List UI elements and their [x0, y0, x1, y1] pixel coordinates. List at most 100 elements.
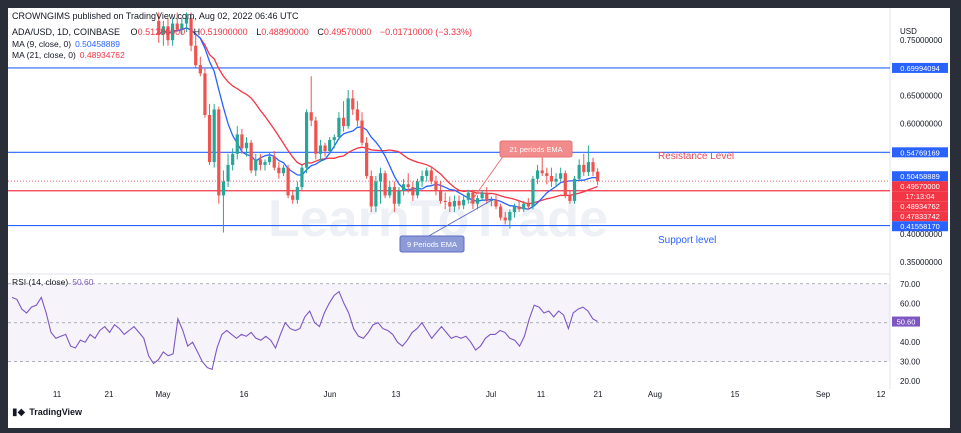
- candle[interactable]: [503, 217, 507, 221]
- candle[interactable]: [545, 173, 549, 176]
- candle[interactable]: [281, 167, 286, 174]
- candle[interactable]: [586, 162, 590, 173]
- candle[interactable]: [540, 170, 544, 174]
- candle[interactable]: [217, 109, 221, 196]
- candle[interactable]: [226, 164, 230, 182]
- candle[interactable]: [323, 145, 327, 152]
- candle[interactable]: [406, 184, 410, 188]
- candle[interactable]: [494, 199, 498, 207]
- price-tag[interactable]: [892, 221, 948, 232]
- candle[interactable]: [508, 212, 512, 221]
- candle[interactable]: [355, 109, 359, 121]
- candle[interactable]: [438, 190, 443, 201]
- candle[interactable]: [175, 23, 179, 30]
- ma21-legend[interactable]: MA (21, close, 0) 0.48934762: [12, 50, 125, 60]
- candle[interactable]: [397, 190, 401, 204]
- candle[interactable]: [563, 173, 567, 196]
- candle[interactable]: [448, 202, 452, 207]
- candle[interactable]: [369, 175, 373, 207]
- candle[interactable]: [272, 156, 276, 168]
- candle[interactable]: [231, 153, 235, 165]
- tradingview-logo[interactable]: ▮◆ TradingView: [12, 407, 82, 418]
- candle[interactable]: [244, 142, 249, 149]
- candle[interactable]: [434, 181, 438, 191]
- candle[interactable]: [184, 18, 189, 24]
- candle[interactable]: [235, 134, 239, 154]
- candle[interactable]: [341, 117, 346, 127]
- candle[interactable]: [203, 73, 207, 116]
- candle[interactable]: [309, 112, 313, 121]
- candle[interactable]: [517, 206, 521, 210]
- candle[interactable]: [221, 181, 226, 196]
- candle[interactable]: [383, 173, 387, 196]
- candle[interactable]: [425, 170, 429, 176]
- candle[interactable]: [475, 198, 480, 204]
- candle[interactable]: [402, 184, 406, 191]
- candle[interactable]: [559, 173, 563, 179]
- candle[interactable]: [522, 203, 526, 210]
- candle[interactable]: [462, 199, 466, 206]
- candle[interactable]: [328, 139, 332, 152]
- rsi-legend[interactable]: RSI (14, close) 50.60: [12, 277, 94, 287]
- candle[interactable]: [554, 178, 558, 182]
- price-tag[interactable]: [892, 181, 948, 192]
- candle[interactable]: [249, 142, 253, 171]
- candle[interactable]: [457, 200, 461, 206]
- candle[interactable]: [452, 200, 457, 207]
- candle[interactable]: [582, 164, 586, 173]
- candle[interactable]: [535, 170, 540, 179]
- candle[interactable]: [392, 187, 396, 204]
- candle[interactable]: [332, 137, 336, 140]
- candle[interactable]: [318, 145, 323, 154]
- candle[interactable]: [466, 192, 470, 200]
- candle[interactable]: [531, 178, 535, 207]
- candle[interactable]: [485, 192, 489, 201]
- candle[interactable]: [591, 162, 595, 172]
- candle[interactable]: [263, 162, 267, 165]
- candle[interactable]: [194, 45, 198, 66]
- price-tag[interactable]: [892, 62, 948, 73]
- price-tag[interactable]: [892, 171, 948, 182]
- candle[interactable]: [189, 18, 193, 46]
- candle[interactable]: [378, 173, 383, 182]
- candle[interactable]: [512, 206, 517, 213]
- candle[interactable]: [161, 26, 165, 35]
- candle[interactable]: [337, 117, 341, 138]
- candle[interactable]: [295, 187, 299, 200]
- price-tag[interactable]: [892, 147, 948, 158]
- candle[interactable]: [526, 203, 530, 207]
- candle[interactable]: [577, 164, 581, 179]
- ema21-callout-box[interactable]: [499, 140, 573, 158]
- candle[interactable]: [568, 195, 572, 201]
- candle[interactable]: [254, 159, 258, 171]
- candle[interactable]: [351, 98, 355, 110]
- candle[interactable]: [258, 159, 262, 165]
- candle[interactable]: [198, 65, 202, 74]
- candle[interactable]: [572, 178, 577, 201]
- candle[interactable]: [388, 187, 392, 196]
- candle[interactable]: [171, 23, 175, 41]
- candle[interactable]: [411, 187, 415, 196]
- candle[interactable]: [240, 134, 244, 149]
- candle[interactable]: [499, 206, 503, 218]
- price-tag[interactable]: [892, 201, 948, 212]
- candle[interactable]: [286, 167, 290, 196]
- price-tag[interactable]: [892, 191, 948, 202]
- candle[interactable]: [212, 109, 216, 163]
- candle[interactable]: [346, 98, 350, 127]
- candle[interactable]: [166, 26, 170, 41]
- candle[interactable]: [596, 171, 600, 182]
- candle[interactable]: [480, 192, 484, 199]
- candle[interactable]: [291, 195, 295, 200]
- candle[interactable]: [180, 23, 184, 30]
- candle[interactable]: [443, 200, 447, 203]
- candle[interactable]: [277, 167, 281, 174]
- candle[interactable]: [314, 120, 318, 154]
- rsi-line[interactable]: [11, 290, 598, 371]
- candle[interactable]: [360, 120, 364, 143]
- candle[interactable]: [415, 181, 420, 196]
- candle[interactable]: [374, 181, 378, 207]
- candle[interactable]: [157, 20, 161, 35]
- candle[interactable]: [300, 167, 304, 188]
